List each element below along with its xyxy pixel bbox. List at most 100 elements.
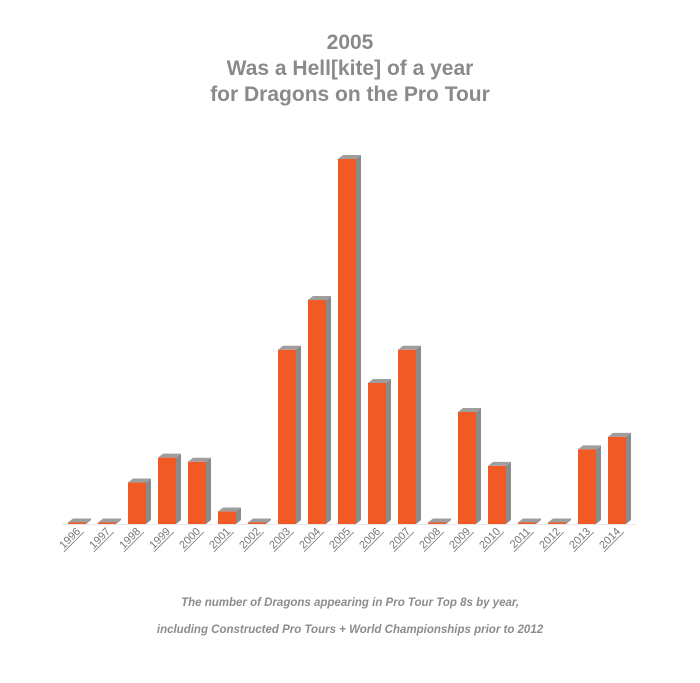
bar-top-2007 [398, 345, 421, 350]
bar-2011 [518, 518, 541, 524]
x-tick-label-2001: 2001 [207, 526, 233, 552]
x-tick-label-2006: 2006 [357, 526, 383, 552]
bar-top-2006 [368, 378, 391, 383]
bar-front-2014 [608, 436, 626, 524]
bar-side-2011 [536, 518, 541, 524]
x-tick-underline-2006 [363, 531, 385, 553]
bar-2012 [548, 518, 571, 524]
x-tick-underline-1999 [153, 531, 175, 553]
bar-top-1999 [158, 453, 181, 458]
x-tick-underline-2007 [393, 531, 415, 553]
bar-top-2001 [218, 507, 241, 512]
bar-front-2010 [488, 465, 506, 524]
x-tick-label-2002: 2002 [237, 526, 263, 552]
bar-front-1999 [158, 457, 176, 524]
chart-caption-line-1: The number of Dragons appearing in Pro T… [181, 597, 519, 609]
bar-side-2005 [356, 155, 361, 524]
bar-top-2000 [188, 457, 211, 462]
chart-title-line-2: Was a Hell[kite] of a year [226, 57, 474, 80]
bar-top-2003 [278, 345, 301, 350]
chart-title: 2005 Was a Hell[kite] of a year for Drag… [0, 30, 700, 108]
bar-2000 [188, 457, 211, 524]
bar-side-2007 [416, 345, 421, 524]
bar-side-2003 [296, 345, 301, 524]
bar-top-1996 [68, 518, 91, 523]
bar-front-2009 [458, 412, 476, 524]
chart-title-line-3: for Dragons on the Pro Tour [210, 83, 490, 106]
bar-side-2000 [206, 457, 211, 524]
bar-front-2008 [428, 522, 446, 524]
chart-caption-line-2: including Constructed Pro Tours + World … [156, 624, 544, 636]
bar-side-2012 [566, 518, 571, 524]
bar-top-2002 [248, 518, 271, 523]
bar-top-2008 [428, 518, 451, 523]
chart-title-line-1: 2005 [326, 31, 374, 54]
bar-top-2011 [518, 518, 541, 523]
x-tick-label-1996: 1996 [57, 526, 83, 552]
bar-2009 [458, 408, 481, 524]
x-tick-label-2008: 2008 [417, 526, 443, 552]
bar-side-1999 [176, 453, 181, 524]
x-tick-label-2014: 2014 [597, 526, 623, 552]
x-tick-label-2004: 2004 [297, 526, 323, 552]
bar-front-2000 [188, 461, 206, 524]
bar-side-2001 [236, 507, 241, 524]
x-tick-underline-2009 [453, 531, 475, 553]
bar-1998 [128, 478, 151, 524]
x-tick-label-2000: 2000 [177, 526, 203, 552]
bar-front-2012 [548, 522, 566, 524]
x-tick-label-2003: 2003 [267, 526, 293, 552]
bar-2002 [248, 518, 271, 524]
bar-2010 [488, 461, 511, 524]
x-tick-label-2007: 2007 [387, 526, 413, 552]
bar-top-2014 [608, 432, 631, 437]
x-tick-underline-1998 [123, 531, 145, 553]
x-tick-underline-2001 [213, 531, 235, 553]
bar-side-2014 [626, 432, 631, 524]
bar-2005 [338, 155, 361, 524]
bar-front-1997 [98, 522, 116, 524]
bar-front-2002 [248, 522, 266, 524]
chart-caption: The number of Dragons appearing in Pro T… [0, 596, 700, 650]
x-tick-underline-2014 [603, 531, 625, 553]
x-tick-underline-2000 [183, 531, 205, 553]
x-tick-label-1998: 1998 [117, 526, 143, 552]
x-tick-label-2012: 2012 [537, 526, 563, 552]
bar-side-2010 [506, 461, 511, 524]
bar-2004 [308, 296, 331, 524]
x-tick-label-2011: 2011 [508, 526, 533, 551]
bar-side-2006 [386, 378, 391, 524]
bar-front-1996 [68, 522, 86, 524]
x-tick-underline-2004 [303, 531, 325, 553]
bar-2008 [428, 518, 451, 524]
bar-front-2013 [578, 449, 596, 524]
bar-2006 [368, 378, 391, 524]
bar-2007 [398, 345, 421, 524]
x-tick-underline-1997 [93, 531, 115, 553]
bar-front-2006 [368, 382, 386, 524]
x-tick-underline-2008 [423, 531, 445, 553]
bar-side-2009 [476, 408, 481, 524]
x-tick-labels: 1996 1997 1998 1999 2000 2001 2002 2003 2004 2005… [57, 526, 625, 553]
bar-top-2012 [548, 518, 571, 523]
bar-top-2010 [488, 461, 511, 466]
bar-2013 [578, 445, 601, 524]
x-tick-label-1997: 1997 [87, 526, 113, 552]
bar-top-2004 [308, 296, 331, 301]
x-tick-label-2009: 2009 [447, 526, 473, 552]
bar-side-2002 [266, 518, 271, 524]
x-tick-label-2013: 2013 [567, 526, 593, 552]
x-tick-underline-2012 [543, 531, 565, 553]
bar-top-1998 [128, 478, 151, 483]
x-tick-underline-2005 [333, 531, 355, 553]
x-tick-underline-1996 [63, 531, 85, 553]
x-tick-label-2005: 2005 [327, 526, 353, 552]
bar-top-2013 [578, 445, 601, 450]
bar-front-1998 [128, 482, 146, 524]
x-tick-label-1999: 1999 [147, 526, 173, 552]
bar-side-2004 [326, 296, 331, 524]
bar-side-1996 [86, 518, 91, 524]
x-tick-underline-2003 [273, 531, 295, 553]
